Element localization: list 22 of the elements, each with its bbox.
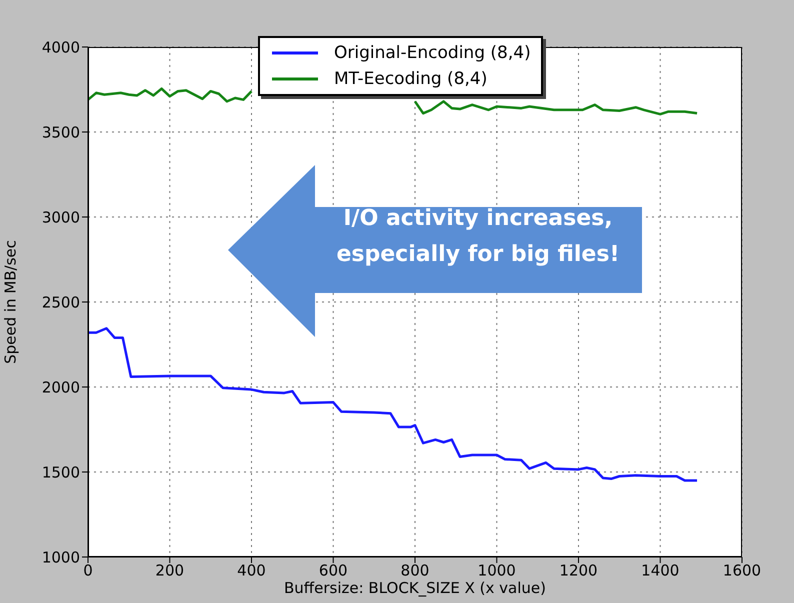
x-tick-label: 800 [400,562,430,580]
y-tick-label: 3000 [42,208,80,226]
legend-label: MT-Eecoding (8,4) [334,69,488,89]
x-tick-label: 600 [318,562,348,580]
x-tick-label: 1400 [641,562,680,580]
y-tick-label: 3500 [42,123,80,142]
x-tick-label: 1000 [478,562,516,580]
y-tick-label: 4000 [42,38,80,56]
annotation: I/O activity increases, especially for big files! [336,206,620,267]
line-series [88,327,698,482]
y-axis-title: Speed in MB/sec [1,240,20,364]
x-tick-label: 0 [83,562,93,580]
x-tick-label: 200 [155,562,184,580]
y-tick-label: 2000 [42,378,80,396]
x-tick-label: 1200 [559,562,598,580]
x-tick-label: 400 [237,562,266,580]
legend-label: Original-Encoding (8,4) [334,43,531,63]
x-tick-label: 1600 [722,562,762,580]
x-axis-title: Buffersize: BLOCK_SIZE X (x value) [284,579,546,597]
y-tick-label: 1000 [42,548,80,566]
y-tick-label: 1500 [42,463,80,482]
y-tick-label: 2500 [42,293,80,312]
